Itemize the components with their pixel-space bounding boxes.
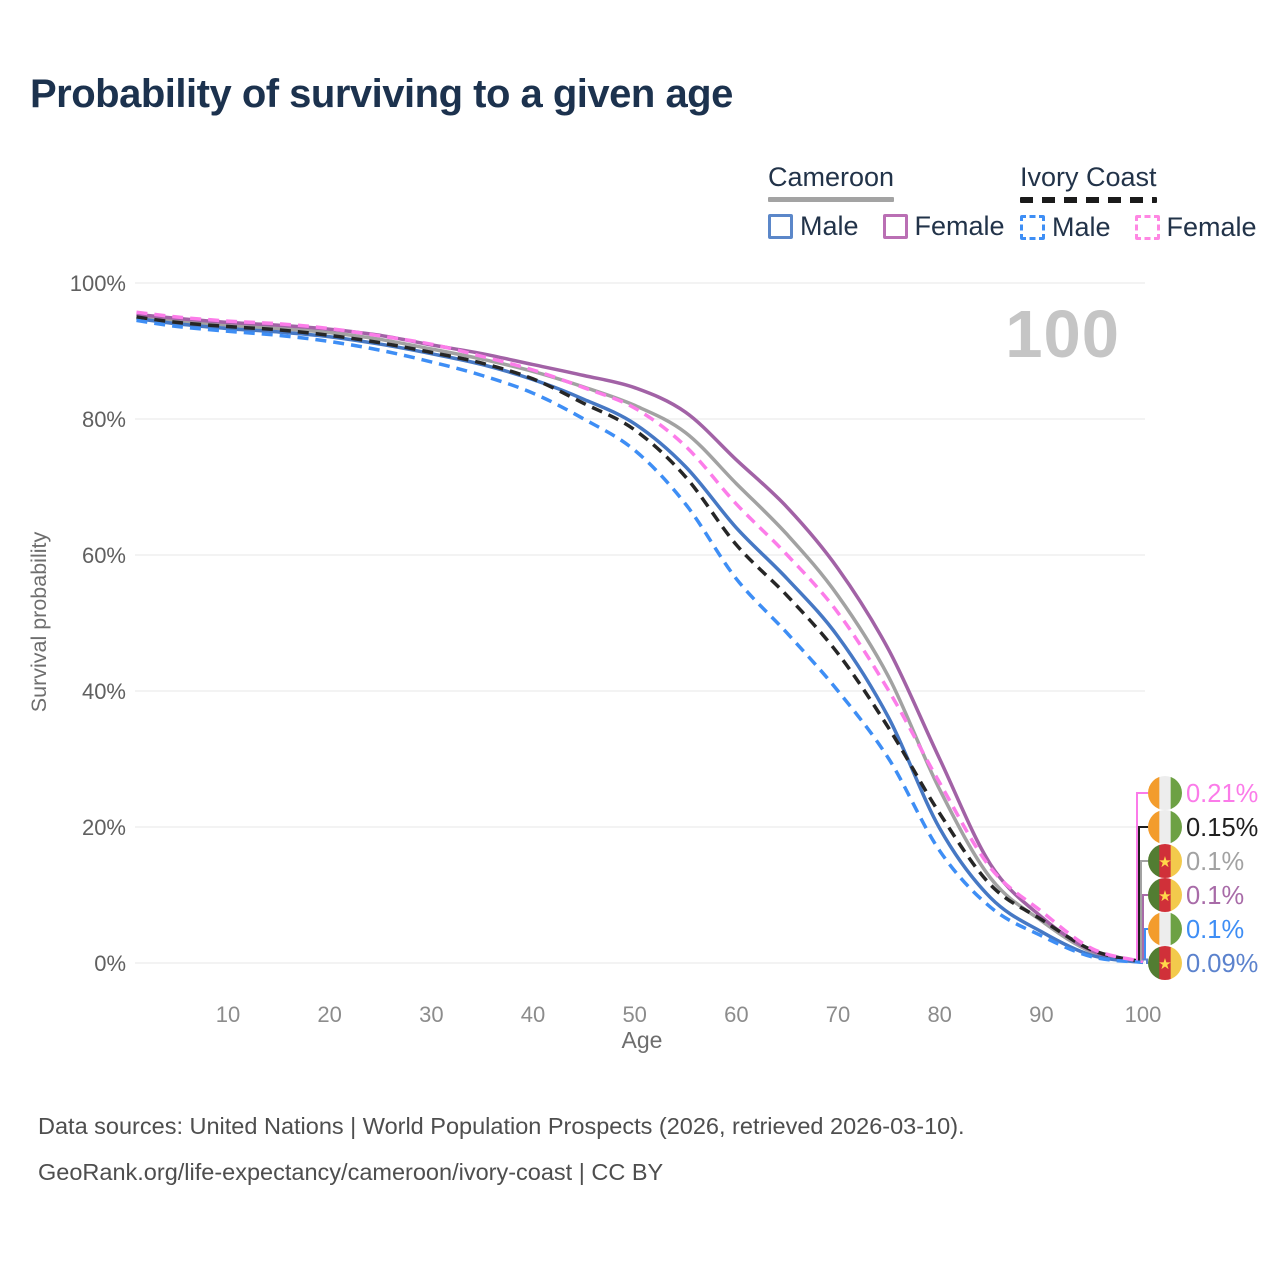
legend-group-cameroon: Cameroon Male Female [768,162,1005,242]
series-layer [136,310,1144,965]
legend-label-cameroon-female: Female [914,211,1005,241]
end-label-layer: 0.21% 0.15% ★ 0.1% ★ 0.1% 0.1% ★ 0.09% [1136,776,1259,980]
legend-label-cameroon-male: Male [800,211,859,241]
series-line-cameroon-female[interactable] [136,312,1144,965]
series-line-cameroon-both[interactable] [136,314,1144,965]
y-tick-60: 60% [82,543,126,568]
x-tick-70: 70 [826,1002,850,1027]
cameroon-flag-icon: ★ [1148,878,1182,912]
legend-label-ivory-coast-male: Male [1052,212,1111,242]
end-label-value-ivory-coast-both: 0.15% [1186,814,1258,842]
x-tick-100: 100 [1125,1002,1162,1027]
legend-underline-cameroon [768,197,895,202]
x-tick-20: 20 [317,1002,341,1027]
y-axis-title: Survival probability [27,532,51,713]
cameroon-star: ★ [1158,888,1171,905]
legend-item-cameroon-male[interactable]: Male [768,211,859,242]
footer-data-sources: Data sources: United Nations | World Pop… [38,1113,965,1139]
legend-item-cameroon-female[interactable]: Female [882,211,1005,242]
end-label-ivory-coast-both[interactable]: 0.15% [1138,810,1258,961]
end-label-value-ivory-coast-male: 0.1% [1186,916,1244,944]
y-tick-100: 100% [70,271,126,296]
x-tick-30: 30 [419,1002,443,1027]
cameroon-flag-icon: ★ [1148,946,1182,980]
page-title: Probability of surviving to a given age [30,72,733,116]
legend-box-ivory-coast-male [1020,215,1045,240]
legend-item-ivory-coast-female[interactable]: Female [1134,212,1257,243]
age-watermark: 100 [1005,297,1120,372]
x-tick-10: 10 [216,1002,240,1027]
series-line-ivory-coast-female[interactable] [136,310,1144,964]
y-tick-40: 40% [82,679,126,704]
legend-title-cameroon: Cameroon [768,162,895,192]
x-tick-80: 80 [927,1002,951,1027]
ivory-coast-flag-icon [1148,776,1182,810]
series-line-ivory-coast-both[interactable] [136,315,1144,964]
legend-box-cameroon-female [882,214,908,239]
legend-group-ivory-coast: Ivory Coast Male Female [1020,162,1257,243]
cameroon-flag-icon: ★ [1148,844,1182,878]
end-label-value-cameroon-male: 0.09% [1186,950,1258,978]
x-tick-40: 40 [521,1002,545,1027]
ivory-coast-flag-icon [1148,810,1182,844]
footer: Data sources: United Nations | World Pop… [38,1103,965,1195]
end-label-value-cameroon-female: 0.1% [1186,882,1244,910]
end-label-cameroon-male[interactable]: ★ 0.09% [1142,946,1259,980]
end-label-value-ivory-coast-female: 0.21% [1186,780,1258,808]
y-tick-0: 0% [94,951,126,976]
x-tick-90: 90 [1029,1002,1053,1027]
end-label-cameroon-both[interactable]: ★ 0.1% [1140,844,1244,961]
x-tick-60: 60 [724,1002,748,1027]
cameroon-star: ★ [1158,956,1171,973]
leader-line-cameroon-both [1140,860,1148,961]
legend-header-ivory-coast[interactable]: Ivory Coast [1020,162,1157,203]
x-tick-50: 50 [622,1002,646,1027]
y-tick-80: 80% [82,407,126,432]
cameroon-star: ★ [1158,854,1171,871]
legend-underline-ivory-coast [1020,197,1157,203]
legend-box-cameroon-male [768,214,793,239]
series-line-ivory-coast-male[interactable] [136,318,1144,965]
grid-layer: 0% 20% 40% 60% 80% 100% 10 20 30 40 50 60 70 80 90 100 [70,271,1162,1027]
footer-attribution: GeoRank.org/life-expectancy/cameroon/ivo… [38,1159,664,1185]
legend-header-cameroon[interactable]: Cameroon [768,162,895,202]
end-label-value-cameroon-both: 0.1% [1186,848,1244,876]
x-axis-title: Age [622,1027,663,1053]
ivory-coast-flag-icon [1148,912,1182,946]
y-tick-20: 20% [82,815,126,840]
leader-line-cameroon-male [1142,958,1148,964]
legend-title-ivory-coast: Ivory Coast [1020,162,1157,192]
legend-item-ivory-coast-male[interactable]: Male [1020,212,1111,243]
legend-box-ivory-coast-female [1134,215,1160,240]
legend-label-ivory-coast-female: Female [1166,212,1257,242]
